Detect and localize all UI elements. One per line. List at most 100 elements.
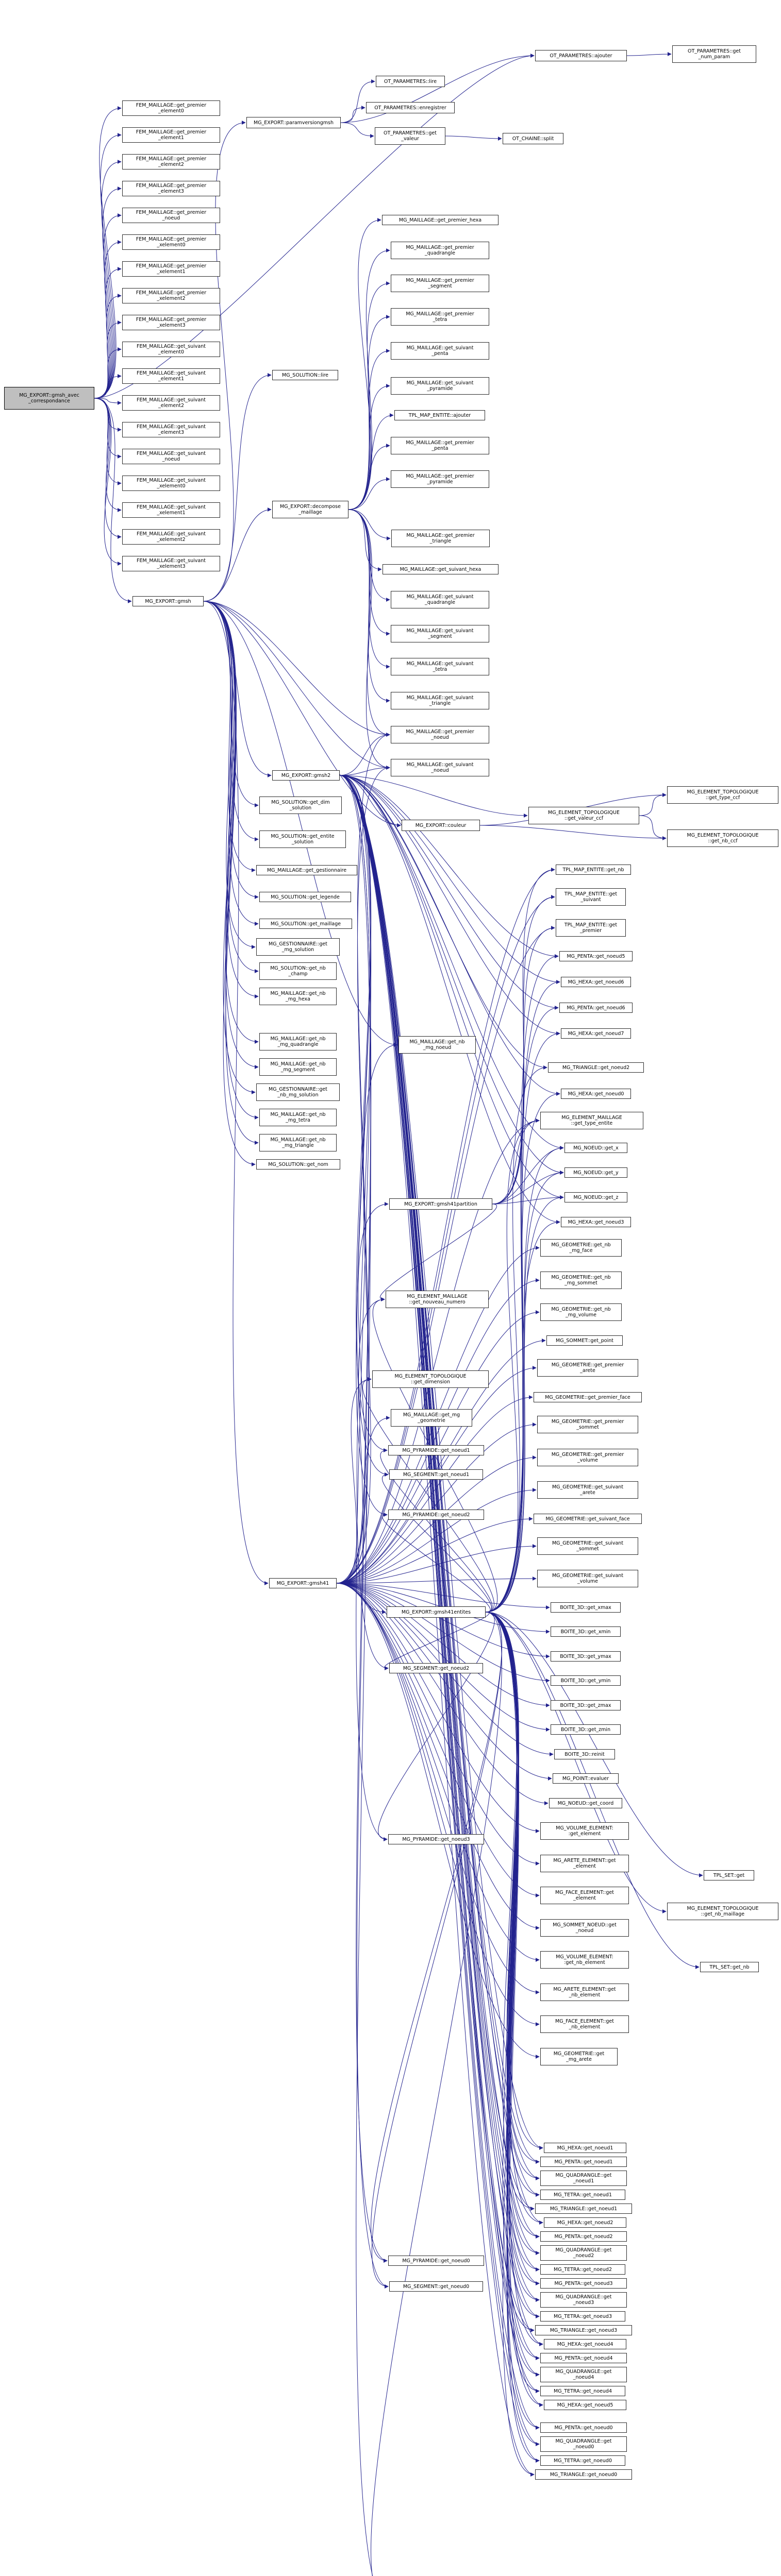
graph-node-f13[interactable]: FEM_MAILLAGE::get_suivant _element3: [122, 422, 220, 437]
graph-node-p_penta[interactable]: MG_MAILLAGE::get_premier _penta: [391, 437, 489, 454]
graph-node-f7[interactable]: FEM_MAILLAGE::get_premier _xelement1: [122, 261, 220, 277]
graph-node-nb_hexa[interactable]: MG_MAILLAGE::get_nb _mg_hexa: [259, 988, 337, 1005]
graph-node-nb_quad[interactable]: MG_MAILLAGE::get_nb _mg_quadrangle: [259, 1033, 337, 1050]
graph-node-t_tr0[interactable]: MG_TRIANGLE::get_noeud0: [535, 2469, 632, 2480]
graph-node-ajouter[interactable]: OT_PARAMETRES::ajouter: [535, 50, 627, 61]
graph-node-hexa3[interactable]: MG_HEXA::get_noeud3: [561, 1217, 631, 1227]
graph-node-t_h1[interactable]: MG_HEXA::get_noeud1: [544, 2143, 626, 2153]
graph-node-p_quad[interactable]: MG_MAILLAGE::get_premier _quadrangle: [391, 242, 489, 259]
graph-node-ent_sol[interactable]: MG_SOLUTION::get_entite _solution: [259, 831, 346, 848]
graph-node-f16[interactable]: FEM_MAILLAGE::get_suivant _xelement1: [122, 502, 220, 518]
graph-node-p_tetra[interactable]: MG_MAILLAGE::get_premier _tetra: [391, 308, 489, 326]
graph-node-p_noeud[interactable]: MG_MAILLAGE::get_premier _noeud: [391, 726, 489, 743]
graph-node-f9[interactable]: FEM_MAILLAGE::get_premier _xelement3: [122, 315, 220, 330]
graph-node-fa_el[interactable]: MG_FACE_ELEMENT::get _element: [540, 1887, 629, 1904]
graph-node-geo_p_som[interactable]: MG_GEOMETRIE::get_premier _sommet: [537, 1416, 638, 1433]
graph-node-mg_geo[interactable]: MG_MAILLAGE::get_mg _geometrie: [391, 1409, 472, 1427]
graph-node-nb_maillage[interactable]: MG_ELEMENT_TOPOLOGIQUE ::get_nb_maillage: [667, 1903, 778, 1920]
graph-node-maillage[interactable]: MG_SOLUTION::get_maillage: [259, 919, 352, 929]
graph-node-t_t1[interactable]: MG_TETRA::get_noeud1: [540, 2190, 625, 2200]
graph-node-f2[interactable]: FEM_MAILLAGE::get_premier _element1: [122, 127, 220, 143]
graph-node-t_p0[interactable]: MG_PENTA::get_noeud0: [540, 2422, 627, 2433]
graph-node-penta6[interactable]: MG_PENTA::get_noeud6: [559, 1003, 633, 1013]
graph-node-geo_p_vol[interactable]: MG_GEOMETRIE::get_premier _volume: [537, 1449, 638, 1466]
graph-node-val_ccf[interactable]: MG_ELEMENT_TOPOLOGIQUE ::get_valeur_ccf: [528, 807, 639, 824]
graph-node-s_penta[interactable]: MG_MAILLAGE::get_suivant _penta: [391, 342, 489, 360]
graph-node-tpl_set_nb[interactable]: TPL_SET::get_nb: [700, 1962, 759, 1972]
graph-node-geo_s_som[interactable]: MG_GEOMETRIE::get_suivant _sommet: [537, 1537, 638, 1555]
graph-node-p_seg[interactable]: MG_MAILLAGE::get_premier _segment: [391, 275, 489, 292]
graph-node-f1[interactable]: FEM_MAILLAGE::get_premier _element0: [122, 100, 220, 116]
graph-node-f15[interactable]: FEM_MAILLAGE::get_suivant _xelement0: [122, 476, 220, 491]
graph-node-nb_tetra[interactable]: MG_MAILLAGE::get_nb _mg_tetra: [259, 1109, 337, 1126]
graph-node-mg_sol[interactable]: MG_GESTIONNAIRE::get _mg_solution: [256, 938, 340, 956]
graph-node-geo_p_face[interactable]: MG_GEOMETRIE::get_premier_face: [534, 1392, 642, 1402]
graph-node-nb_noeud[interactable]: MG_MAILLAGE::get_nb _mg_noeud: [398, 1036, 476, 1054]
graph-node-geo_p_arete[interactable]: MG_GEOMETRIE::get_premier _arete: [537, 1359, 638, 1377]
graph-node-nb_sol[interactable]: MG_GESTIONNAIRE::get _nb_mg_solution: [256, 1083, 340, 1101]
graph-node-bx_xmin[interactable]: BOITE_3D::get_xmin: [551, 1626, 621, 1637]
graph-node-pyr3[interactable]: MG_PYRAMIDE::get_noeud3: [388, 1834, 484, 1844]
graph-node-num_param[interactable]: OT_PARAMETRES::get _num_param: [672, 45, 756, 63]
graph-node-p_pyr[interactable]: MG_MAILLAGE::get_premier _pyramide: [391, 470, 489, 488]
graph-node-t_tr1[interactable]: MG_TRIANGLE::get_noeud1: [535, 2204, 632, 2214]
graph-node-f12[interactable]: FEM_MAILLAGE::get_suivant _element2: [122, 395, 220, 411]
graph-node-nz[interactable]: MG_NOEUD::get_z: [564, 1192, 627, 1202]
graph-node-f5[interactable]: FEM_MAILLAGE::get_premier _noeud: [122, 208, 220, 223]
graph-node-bx_ymin[interactable]: BOITE_3D::get_ymin: [551, 1675, 621, 1686]
graph-node-t_tr3[interactable]: MG_TRIANGLE::get_noeud3: [535, 2325, 632, 2335]
graph-node-type_ccf[interactable]: MG_ELEMENT_TOPOLOGIQUE ::get_type_ccf: [667, 786, 778, 804]
graph-node-hexa6[interactable]: MG_HEXA::get_noeud6: [561, 977, 631, 987]
graph-node-gmsh[interactable]: MG_EXPORT::gmsh: [132, 596, 204, 606]
graph-node-nb_tri[interactable]: MG_MAILLAGE::get_nb _mg_triangle: [259, 1134, 337, 1151]
graph-node-f3[interactable]: FEM_MAILLAGE::get_premier _element2: [122, 154, 220, 170]
graph-node-bx_xmax[interactable]: BOITE_3D::get_xmax: [551, 1602, 621, 1613]
graph-node-bx_ymax[interactable]: BOITE_3D::get_ymax: [551, 1651, 621, 1662]
graph-node-t_t2[interactable]: MG_TETRA::get_noeud2: [540, 2264, 625, 2275]
graph-node-tpl_prem[interactable]: TPL_MAP_ENTITE::get _premier: [556, 919, 626, 937]
graph-node-split[interactable]: OT_CHAINE::split: [503, 133, 563, 144]
graph-node-geo_s_vol[interactable]: MG_GEOMETRIE::get_suivant _volume: [537, 1570, 638, 1587]
graph-node-s_pyr[interactable]: MG_MAILLAGE::get_suivant _pyramide: [391, 377, 489, 395]
graph-node-s_lire[interactable]: MG_SOLUTION::lire: [272, 370, 338, 380]
graph-node-bx_reinit[interactable]: BOITE_3D::reinit: [554, 1749, 615, 1759]
graph-node-pyr1[interactable]: MG_PYRAMIDE::get_noeud1: [388, 1445, 484, 1455]
graph-node-paramv[interactable]: MG_EXPORT::paramversiongmsh: [246, 117, 341, 128]
graph-node-t_t4[interactable]: MG_TETRA::get_noeud4: [540, 2386, 625, 2396]
graph-node-legende[interactable]: MG_SOLUTION::get_legende: [259, 892, 351, 902]
graph-node-p_tri[interactable]: MG_MAILLAGE::get_premier _triangle: [391, 530, 490, 547]
graph-node-f4[interactable]: FEM_MAILLAGE::get_premier _element3: [122, 181, 220, 196]
graph-node-s_tetra[interactable]: MG_MAILLAGE::get_suivant _tetra: [391, 658, 489, 675]
graph-node-tpl_suiv[interactable]: TPL_MAP_ENTITE::get _suivant: [556, 888, 626, 906]
graph-node-s_seg[interactable]: MG_MAILLAGE::get_suivant _segment: [391, 625, 489, 642]
graph-node-t_q4[interactable]: MG_QUADRANGLE::get _noeud4: [540, 2367, 627, 2382]
graph-node-t_t0[interactable]: MG_TETRA::get_noeud0: [540, 2455, 625, 2466]
graph-node-gmsh2[interactable]: MG_EXPORT::gmsh2: [272, 770, 340, 781]
graph-node-geo_nb_som[interactable]: MG_GEOMETRIE::get_nb _mg_sommet: [540, 1272, 622, 1289]
graph-node-dim_sol[interactable]: MG_SOLUTION::get_dim _solution: [259, 796, 342, 814]
graph-node-f18[interactable]: FEM_MAILLAGE::get_suivant _xelement3: [122, 556, 220, 571]
graph-node-geo_arete[interactable]: MG_GEOMETRIE::get _mg_arete: [540, 2048, 618, 2065]
graph-node-f14[interactable]: FEM_MAILLAGE::get_suivant _noeud: [122, 449, 220, 464]
graph-node-gmsh41[interactable]: MG_EXPORT::gmsh41: [269, 1578, 337, 1588]
graph-node-t_h5[interactable]: MG_HEXA::get_noeud5: [544, 2400, 626, 2410]
graph-node-s_tri[interactable]: MG_MAILLAGE::get_suivant _triangle: [391, 692, 489, 709]
graph-node-ar_el[interactable]: MG_ARETE_ELEMENT::get _element: [540, 1855, 629, 1872]
graph-node-hexa7[interactable]: MG_HEXA::get_noeud7: [561, 1028, 631, 1039]
graph-node-t_h4[interactable]: MG_HEXA::get_noeud4: [544, 2339, 626, 2349]
graph-node-nouv_num[interactable]: MG_ELEMENT_MAILLAGE ::get_nouveau_numero: [386, 1291, 489, 1308]
graph-node-lire_ot[interactable]: OT_PARAMETRES::lire: [376, 76, 445, 87]
graph-node-geo_s_face[interactable]: MG_GEOMETRIE::get_suivant_face: [534, 1514, 642, 1524]
graph-node-gest[interactable]: MG_MAILLAGE::get_gestionnaire: [256, 865, 357, 875]
graph-node-t_t3[interactable]: MG_TETRA::get_noeud3: [540, 2311, 625, 2321]
graph-node-t_q2[interactable]: MG_QUADRANGLE::get _noeud2: [540, 2245, 627, 2261]
graph-node-f6[interactable]: FEM_MAILLAGE::get_premier _xelement0: [122, 234, 220, 250]
graph-node-som_point[interactable]: MG_SOMMET::get_point: [546, 1335, 623, 1346]
graph-node-tpl_ajouter[interactable]: TPL_MAP_ENTITE::ajouter: [394, 410, 485, 420]
graph-node-dim_topo[interactable]: MG_ELEMENT_TOPOLOGIQUE ::get_dimension: [372, 1370, 489, 1388]
graph-node-f10[interactable]: FEM_MAILLAGE::get_suivant _element0: [122, 342, 220, 357]
graph-node-seg2[interactable]: MG_SEGMENT::get_noeud2: [389, 1663, 483, 1673]
graph-node-tpl_nb[interactable]: TPL_MAP_ENTITE::get_nb: [556, 865, 631, 875]
graph-node-nom[interactable]: MG_SOLUTION::get_nom: [256, 1159, 340, 1170]
graph-node-nx[interactable]: MG_NOEUD::get_x: [564, 1143, 627, 1153]
